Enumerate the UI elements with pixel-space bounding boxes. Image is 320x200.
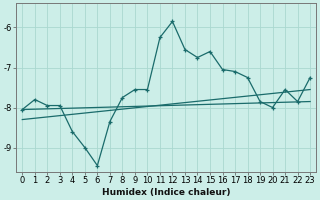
- X-axis label: Humidex (Indice chaleur): Humidex (Indice chaleur): [102, 188, 230, 197]
